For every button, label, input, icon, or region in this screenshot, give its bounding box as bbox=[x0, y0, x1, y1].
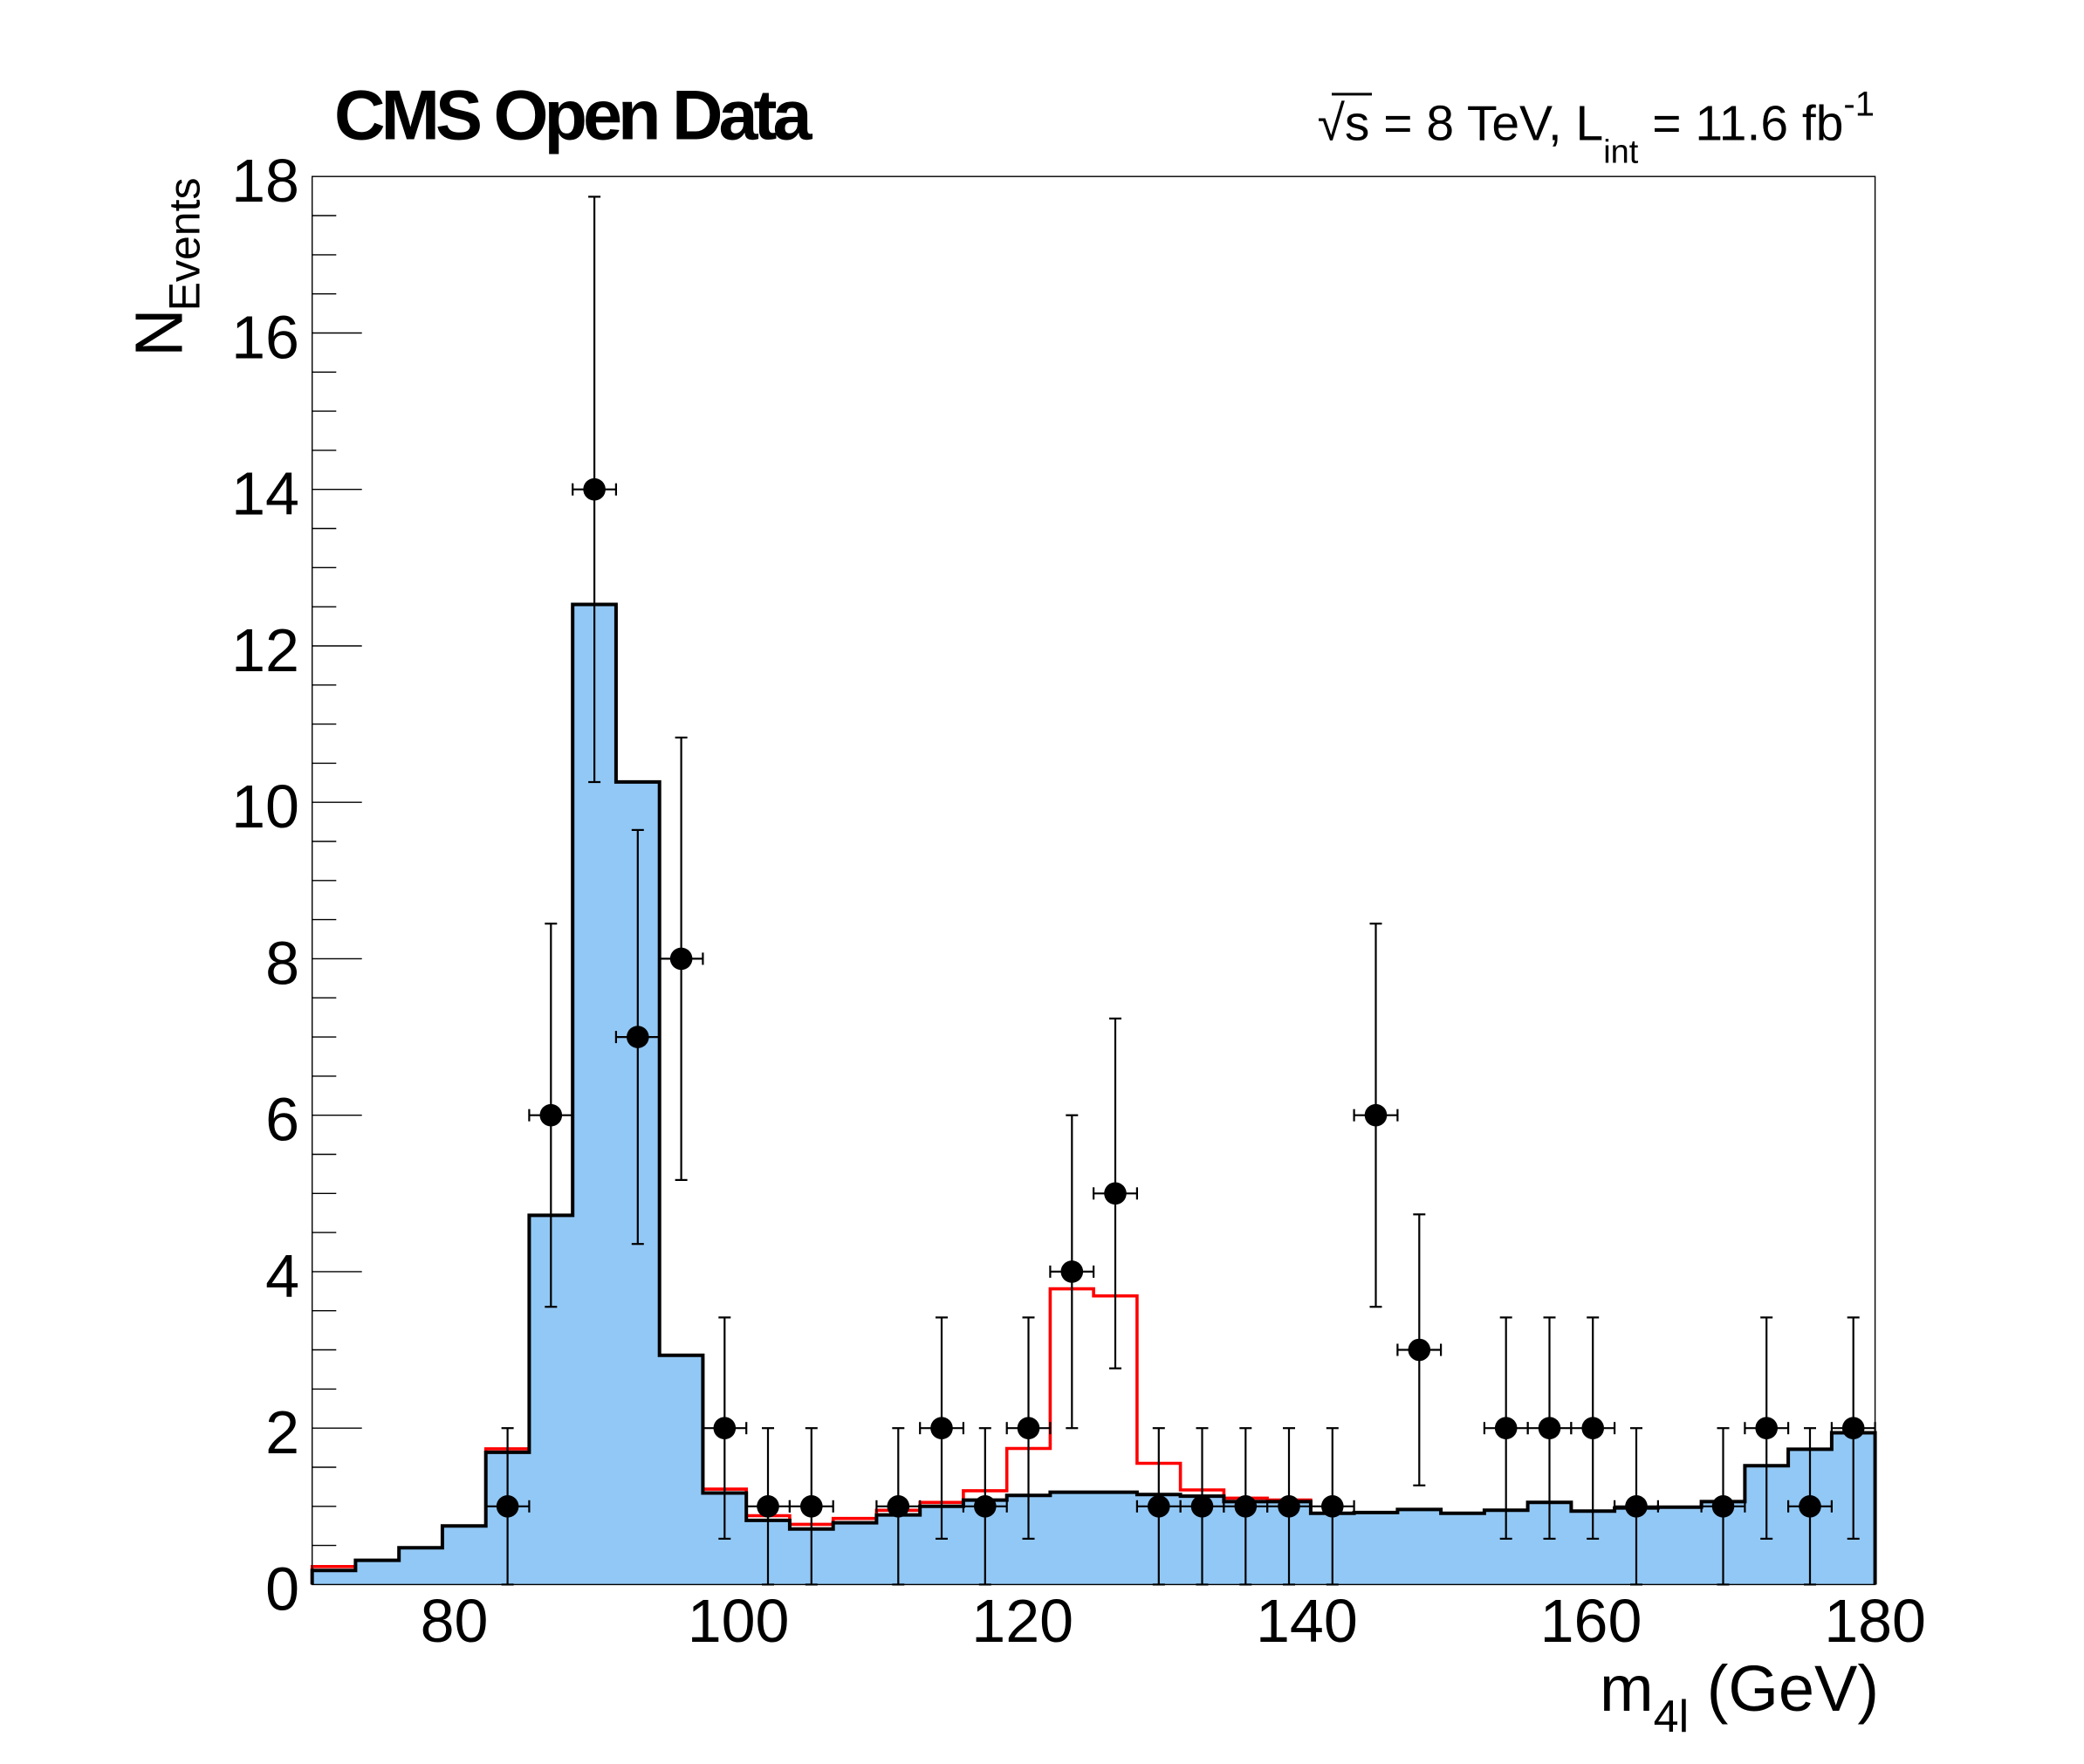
svg-text:100: 100 bbox=[688, 1587, 790, 1655]
svg-text:14: 14 bbox=[231, 460, 299, 528]
svg-text:18: 18 bbox=[231, 147, 299, 215]
svg-text:120: 120 bbox=[971, 1587, 1073, 1655]
svg-text:140: 140 bbox=[1256, 1587, 1358, 1655]
svg-text:4: 4 bbox=[265, 1242, 299, 1310]
svg-text:16: 16 bbox=[231, 304, 299, 372]
svg-text:12: 12 bbox=[231, 616, 299, 684]
svg-text:8: 8 bbox=[265, 929, 299, 997]
svg-text:2: 2 bbox=[265, 1398, 299, 1466]
svg-text:CMS Open Data: CMS Open Data bbox=[334, 77, 813, 155]
svg-text:80: 80 bbox=[421, 1587, 489, 1655]
svg-text:160: 160 bbox=[1540, 1587, 1642, 1655]
svg-text:180: 180 bbox=[1824, 1587, 1926, 1655]
svg-text:0: 0 bbox=[265, 1555, 299, 1623]
svg-text:10: 10 bbox=[231, 772, 299, 841]
svg-text:6: 6 bbox=[265, 1086, 299, 1154]
